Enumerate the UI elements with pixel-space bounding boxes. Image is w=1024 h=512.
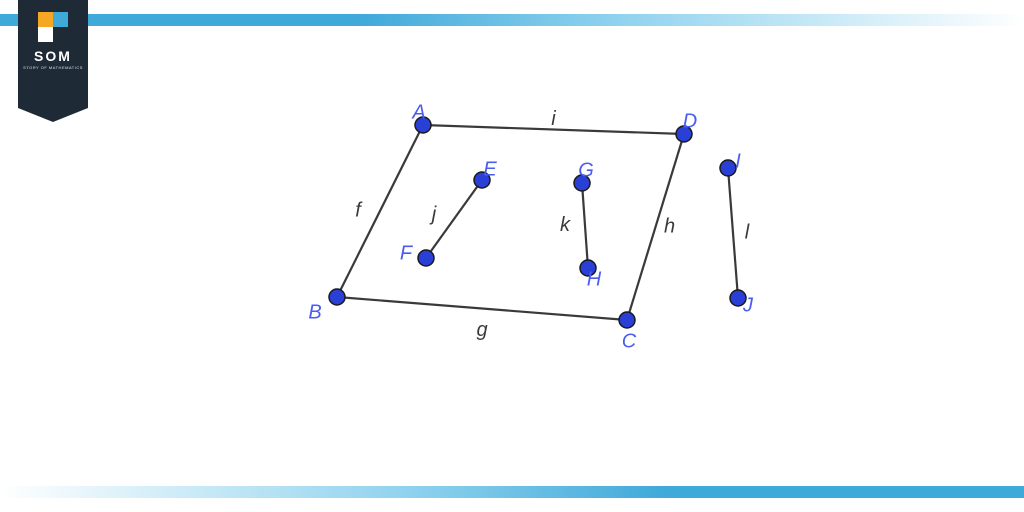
point-B — [329, 289, 345, 305]
point-label-I: I — [735, 150, 741, 172]
edge-l — [728, 168, 738, 298]
edge-label-i: i — [551, 108, 556, 130]
edge-label-h: h — [664, 215, 675, 237]
edge-h — [627, 134, 684, 320]
edge-label-k: k — [560, 214, 571, 236]
point-label-C: C — [622, 330, 637, 352]
point-label-E: E — [483, 158, 497, 180]
edge-label-j: j — [429, 203, 437, 225]
edge-label-g: g — [476, 319, 487, 341]
point-I — [720, 160, 736, 176]
point-label-D: D — [683, 110, 697, 132]
edge-f — [337, 125, 423, 297]
point-label-J: J — [742, 294, 754, 316]
point-label-A: A — [411, 101, 425, 123]
point-label-F: F — [400, 242, 414, 264]
edge-label-l: l — [745, 221, 750, 243]
point-F — [418, 250, 434, 266]
point-label-G: G — [578, 159, 594, 181]
edge-g — [337, 297, 627, 320]
point-label-H: H — [587, 268, 602, 290]
point-label-B: B — [308, 301, 321, 323]
geometry-diagram: i f g h j k l A D B C E F G H I J — [0, 0, 1024, 512]
point-C — [619, 312, 635, 328]
edge-k — [582, 183, 588, 268]
edge-label-f: f — [355, 199, 363, 221]
